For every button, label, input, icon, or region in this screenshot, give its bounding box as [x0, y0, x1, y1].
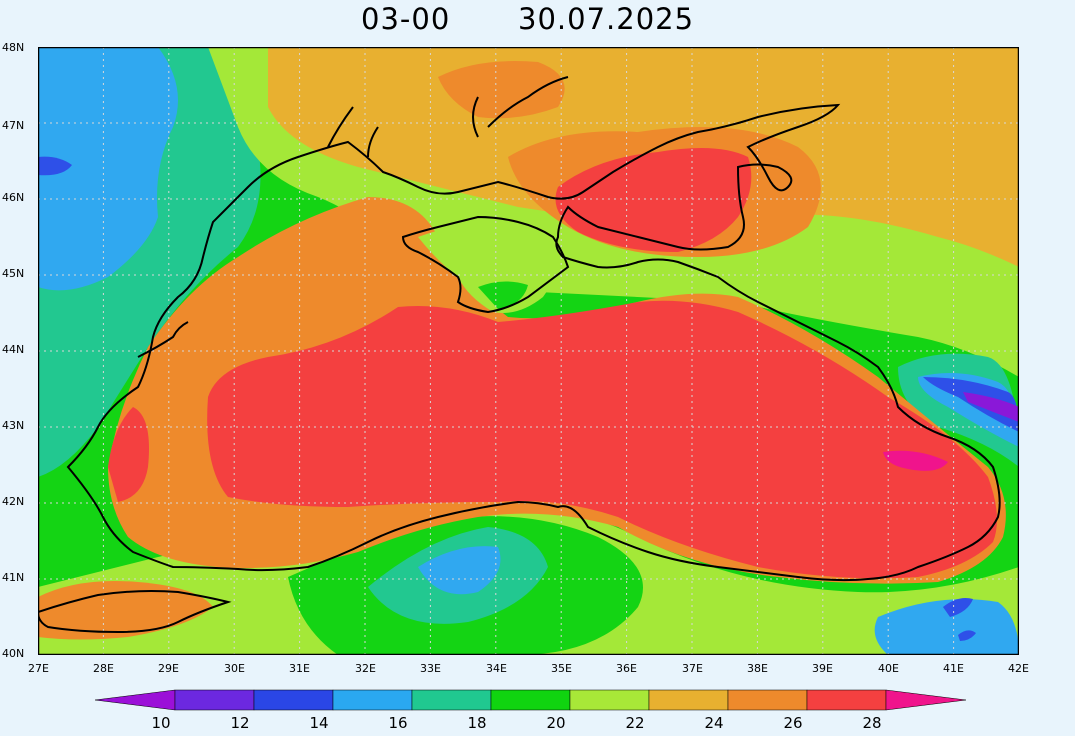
colorbar-label: 20 [546, 714, 565, 732]
colorbar-label: 18 [467, 714, 486, 732]
sst-map [38, 47, 1019, 655]
field-blue-se2 [958, 630, 976, 641]
lon-label: 40E [878, 662, 899, 675]
lon-label: 28E [93, 662, 114, 675]
colorbar-label: 16 [388, 714, 407, 732]
colorbar-segment [332, 689, 413, 711]
field-purple-east [963, 392, 1019, 422]
field-lightblue-south [418, 546, 501, 595]
lat-label: 40N [2, 647, 24, 660]
lat-label: 41N [2, 571, 24, 584]
colorbar-label: 22 [625, 714, 644, 732]
lat-label: 43N [2, 419, 24, 432]
colorbar-segment [727, 689, 808, 711]
colorbar-segment [174, 689, 255, 711]
lon-label: 32E [355, 662, 376, 675]
field-red-azov [555, 148, 752, 252]
colorbar-label: 14 [309, 714, 328, 732]
lat-label: 47N [2, 119, 24, 132]
colorbar-segment [806, 689, 887, 711]
forecast-date: 30.07.2025 [518, 2, 695, 36]
lon-label: 36E [616, 662, 637, 675]
latitude-axis: 40N 41N 42N 43N 44N 45N 46N 47N 48N [2, 41, 24, 660]
lon-label: 35E [551, 662, 572, 675]
lon-label: 39E [812, 662, 833, 675]
colorbar-segment [569, 689, 650, 711]
colorbar-label: 10 [151, 714, 170, 732]
colorbar-segment [490, 689, 571, 711]
lon-label: 42E [1008, 662, 1029, 675]
colorbar-label: 26 [783, 714, 802, 732]
lat-label: 45N [2, 267, 24, 280]
lat-label: 48N [2, 41, 24, 54]
colorbar-label: 12 [230, 714, 249, 732]
colorbar-label: 24 [704, 714, 723, 732]
colorbar-segment [648, 689, 729, 711]
field-orange-nw [438, 61, 565, 119]
lat-label: 42N [2, 495, 24, 508]
lon-label: 41E [943, 662, 964, 675]
forecast-time: 03-00 [361, 2, 451, 36]
lon-label: 27E [28, 662, 49, 675]
colorbar: 10 12 14 16 18 20 22 24 26 28 [94, 689, 967, 732]
field-lightblue-se [874, 599, 1019, 655]
lon-label: 30E [224, 662, 245, 675]
colorbar-segment [253, 689, 334, 711]
field-lightblue-west [38, 47, 178, 291]
longitude-axis: 27E 28E 29E 30E 31E 32E 33E 34E 35E 36E … [28, 662, 1029, 675]
lon-label: 38E [747, 662, 768, 675]
marmara-coastline [38, 590, 232, 634]
colorbar-arrow-high [885, 689, 967, 711]
field-magenta-east [883, 450, 948, 471]
field-blue-east [923, 377, 1019, 432]
black-sea-coastline [66, 103, 1001, 582]
lon-label: 37E [682, 662, 703, 675]
map-title: 03-00 30.07.2025 [0, 2, 1075, 42]
lon-label: 31E [289, 662, 310, 675]
danube-delta-coast [137, 321, 189, 358]
field-red-west [108, 407, 149, 502]
crimea-coastline [401, 215, 570, 314]
lon-label: 29E [158, 662, 179, 675]
lon-label: 34E [486, 662, 507, 675]
colorbar-segment [411, 689, 492, 711]
map-frame [38, 47, 1019, 655]
field-red-sea [207, 300, 997, 579]
lat-label: 44N [2, 343, 24, 356]
field-green-crimea [478, 281, 528, 309]
colorbar-segments [94, 689, 967, 711]
lon-label: 33E [420, 662, 441, 675]
temperature-field [38, 47, 1019, 655]
lat-label: 46N [2, 191, 24, 204]
dnieper-estuary [327, 76, 569, 158]
colorbar-arrow-low [94, 689, 176, 711]
field-blue-west [38, 156, 72, 176]
colorbar-label: 28 [862, 714, 881, 732]
field-blue-se [943, 598, 973, 617]
